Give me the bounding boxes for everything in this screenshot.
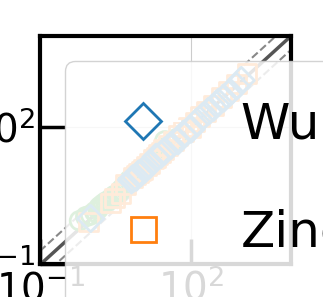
Wurtzite (153, 155, 158, 159)
Zincblende (233, 82, 238, 86)
Rocksalt (88, 213, 93, 217)
Rocksalt (101, 201, 106, 206)
Rocksalt (110, 195, 115, 199)
Rocksalt (97, 205, 102, 209)
Wurtzite (162, 149, 167, 154)
Zincblende (158, 150, 163, 155)
Zincblende (136, 170, 141, 175)
Zincblende (108, 200, 113, 205)
Zincblende (165, 143, 170, 148)
Wurtzite (188, 127, 193, 132)
Wurtzite (147, 162, 152, 167)
Rocksalt (123, 182, 128, 187)
Wurtzite (136, 171, 141, 176)
Rocksalt (103, 200, 108, 204)
Wurtzite (238, 78, 243, 83)
Wurtzite (200, 114, 205, 119)
Wurtzite (138, 170, 143, 175)
Zincblende (140, 167, 145, 172)
Zincblende (218, 95, 223, 99)
Rocksalt (173, 137, 178, 141)
Zincblende (197, 114, 202, 119)
Zincblende (151, 157, 156, 162)
Rocksalt (162, 146, 167, 150)
Zincblende (147, 161, 152, 166)
Wurtzite (168, 143, 173, 148)
Zincblende (171, 138, 176, 143)
Wurtzite (194, 119, 199, 124)
Wurtzite (88, 216, 93, 221)
Wurtzite (227, 90, 232, 94)
Rocksalt (142, 164, 147, 168)
Rocksalt (158, 150, 163, 155)
Rocksalt (77, 218, 82, 223)
Rocksalt (147, 161, 152, 166)
Rocksalt (112, 193, 117, 198)
Zincblende (86, 219, 91, 224)
Rocksalt (133, 171, 138, 176)
Rocksalt (151, 157, 156, 162)
Wurtzite (142, 167, 147, 172)
Wurtzite (210, 105, 215, 110)
Zincblende (210, 103, 215, 108)
Zincblende (144, 164, 149, 168)
Zincblende (123, 182, 128, 187)
Zincblende (155, 152, 160, 157)
Rocksalt (105, 199, 110, 203)
Rocksalt (136, 169, 141, 173)
Zincblende (186, 125, 191, 129)
Zincblende (160, 147, 165, 152)
Rocksalt (127, 178, 132, 182)
Zincblende (112, 196, 117, 200)
Zincblende (130, 175, 135, 180)
Zincblende (118, 191, 123, 196)
Zincblende (188, 126, 193, 130)
Wurtzite (129, 178, 134, 182)
Rocksalt (130, 174, 135, 178)
Zincblende (192, 119, 197, 124)
Wurtzite (130, 176, 135, 181)
Zincblende (175, 133, 180, 138)
Wurtzite (175, 138, 180, 143)
Rocksalt (92, 209, 97, 214)
Wurtzite (221, 96, 226, 100)
Rocksalt (95, 207, 100, 212)
Zincblende (244, 71, 249, 76)
Rocksalt (120, 185, 126, 190)
Wurtzite (205, 109, 210, 114)
Rocksalt (115, 191, 120, 196)
Rocksalt (99, 203, 105, 207)
Wurtzite (215, 100, 220, 105)
Rocksalt (162, 138, 167, 143)
Wurtzite (133, 175, 138, 180)
Zincblende (203, 109, 208, 114)
Zincblende (153, 155, 158, 159)
Wurtzite (233, 84, 238, 89)
Wurtzite (158, 152, 163, 157)
Legend: Wurtzite, Zincblende, Rocksalt: Wurtzite, Zincblende, Rocksalt (65, 61, 323, 297)
Rocksalt (108, 197, 113, 201)
Zincblende (133, 173, 138, 177)
Wurtzite (180, 132, 185, 137)
Rocksalt (118, 188, 123, 192)
Rocksalt (83, 214, 88, 219)
Zincblende (180, 129, 185, 134)
Rocksalt (138, 167, 143, 172)
Zincblende (138, 169, 143, 173)
Zincblende (225, 89, 230, 93)
Rocksalt (153, 154, 158, 159)
